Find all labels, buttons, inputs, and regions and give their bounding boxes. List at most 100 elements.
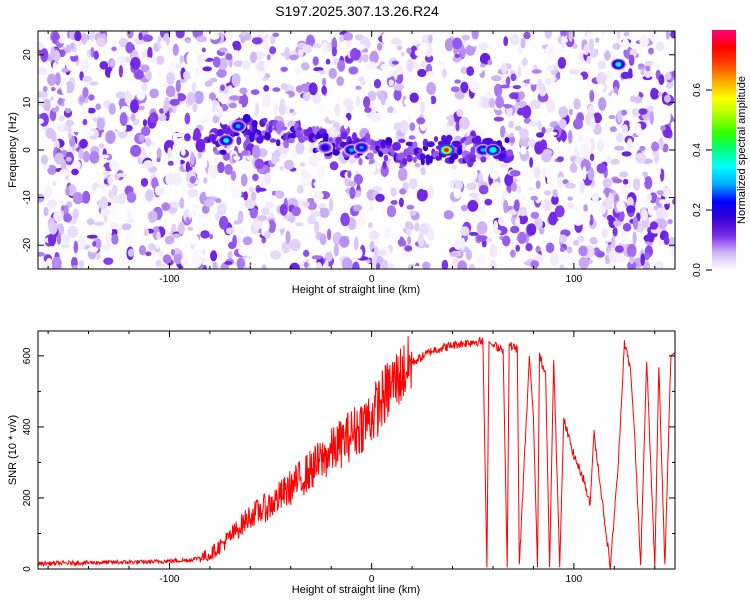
heatmap-cell xyxy=(103,257,114,265)
heatmap-cell xyxy=(518,100,527,107)
heatmap-cell xyxy=(204,80,213,87)
heatmap-cell xyxy=(196,35,208,43)
heatmap-cell xyxy=(308,82,318,96)
heatmap-cell xyxy=(607,154,612,165)
heatmap-cell xyxy=(82,190,91,204)
heatmap-cell xyxy=(67,184,77,197)
heatmap-cell xyxy=(568,108,573,116)
heatmap-cell xyxy=(81,32,88,45)
heatmap-ridge-cell xyxy=(208,133,217,142)
heatmap-cell xyxy=(171,172,182,186)
heatmap-cell xyxy=(656,167,661,176)
heatmap-cell xyxy=(367,90,377,102)
heatmap-cell xyxy=(97,166,106,173)
heatmap-cell xyxy=(655,197,663,207)
heatmap-cell xyxy=(254,158,265,170)
heatmap-cell xyxy=(627,260,637,269)
heatmap-cell xyxy=(622,178,629,185)
heatmap-cell xyxy=(660,125,666,131)
heatmap-cell xyxy=(383,227,392,239)
heatmap-cell xyxy=(559,234,568,244)
heatmap-cell xyxy=(194,90,204,105)
heatmap-cell xyxy=(212,115,220,124)
heatmap-cell xyxy=(156,147,162,160)
heatmap-cell xyxy=(596,163,607,174)
heatmap-cell xyxy=(156,157,161,163)
heatmap-cell xyxy=(404,221,412,229)
heatmap-cell xyxy=(371,255,377,269)
heatmap-cell xyxy=(406,204,415,210)
heatmap-cell xyxy=(532,64,539,71)
heatmap-cell xyxy=(409,210,417,216)
heatmap-cell xyxy=(88,94,95,101)
heatmap-cell xyxy=(469,82,475,88)
heatmap-cell xyxy=(263,62,270,70)
heatmap-cell xyxy=(460,81,469,94)
heatmap-cell xyxy=(264,201,274,209)
heatmap-ridge-cell xyxy=(420,157,425,166)
heatmap-cell xyxy=(530,260,539,269)
heatmap-cell xyxy=(454,53,460,59)
colorbar-label: Normalized spectral amplitude xyxy=(736,76,748,224)
heatmap-cell xyxy=(59,169,70,176)
heatmap-cell xyxy=(645,65,651,72)
heatmap-ridge-cell xyxy=(501,150,508,155)
heatmap-cell xyxy=(541,126,546,134)
heatmap-ridge-cell xyxy=(259,135,266,140)
heatmap-cell xyxy=(604,50,611,61)
heatmap-cell xyxy=(266,54,271,61)
heatmap-cell xyxy=(145,70,152,80)
heatmap-cell xyxy=(313,191,324,201)
heatmap-cell xyxy=(298,48,304,58)
heatmap-cell xyxy=(375,193,385,202)
heatmap-cell xyxy=(246,156,253,161)
heatmap-cell xyxy=(616,200,625,213)
heatmap-cell xyxy=(179,55,185,63)
heatmap-cell xyxy=(408,135,416,140)
snr-panel: -100 0 100 0 200 400 600 Height of straight li… xyxy=(7,330,676,596)
heatmap-cell xyxy=(521,170,530,176)
heatmap-cell xyxy=(314,221,320,234)
heatmap-ridge-cell xyxy=(496,140,502,147)
heatmap-cell xyxy=(501,62,508,75)
x-tick-label: 100 xyxy=(566,274,583,285)
heatmap-cell xyxy=(397,108,404,116)
heatmap-ridge-cell xyxy=(392,141,401,151)
heatmap-cell xyxy=(616,31,621,40)
heatmap-cell xyxy=(353,174,364,185)
heatmap-cell xyxy=(579,31,586,39)
heatmap-cell xyxy=(523,195,533,209)
heatmap-cell xyxy=(185,161,191,173)
heatmap-cell xyxy=(295,222,304,227)
heatmap-cell xyxy=(642,171,648,177)
heatmap-cell xyxy=(66,59,77,71)
heatmap-hotspot xyxy=(444,148,449,152)
heatmap-cell xyxy=(541,199,552,211)
heatmap-cell xyxy=(508,209,518,216)
heatmap-cell xyxy=(191,254,203,268)
heatmap-cell xyxy=(568,262,577,269)
heatmap-cell xyxy=(573,98,581,110)
heatmap-cell xyxy=(126,191,137,203)
heatmap-cell xyxy=(399,188,407,195)
heatmap-cell xyxy=(400,51,405,57)
heatmap-cell xyxy=(64,97,73,109)
heatmap-cell xyxy=(551,83,559,91)
heatmap-cell xyxy=(475,177,480,183)
heatmap-cell xyxy=(256,60,267,73)
heatmap-cell xyxy=(530,99,541,110)
heatmap-cell xyxy=(238,245,249,256)
heatmap-cell xyxy=(381,259,389,269)
heatmap-cell xyxy=(42,85,48,92)
heatmap-cell xyxy=(216,68,227,78)
heatmap-cell xyxy=(510,73,517,82)
heatmap-ridge-cell xyxy=(398,138,406,143)
heatmap-cell xyxy=(369,50,379,64)
heatmap-cell xyxy=(469,38,478,47)
heatmap-cell xyxy=(53,210,63,223)
heatmap-cell xyxy=(117,224,123,234)
heatmap-cell xyxy=(208,33,220,40)
heatmap-cell xyxy=(390,37,402,46)
heatmap-cell xyxy=(376,90,383,97)
heatmap-cell xyxy=(619,171,629,178)
